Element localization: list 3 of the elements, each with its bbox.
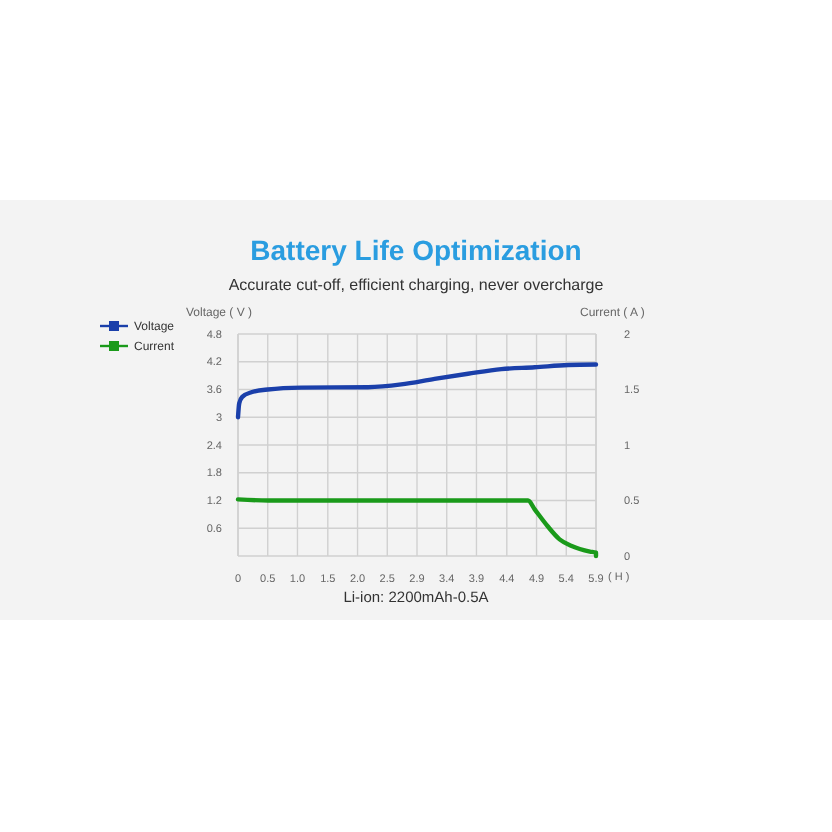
chart-subtitle: Accurate cut-off, efficient charging, never overcharge: [228, 276, 605, 294]
line-series: [235, 362, 599, 420]
chart-title: Battery Life Optimization: [250, 234, 582, 266]
